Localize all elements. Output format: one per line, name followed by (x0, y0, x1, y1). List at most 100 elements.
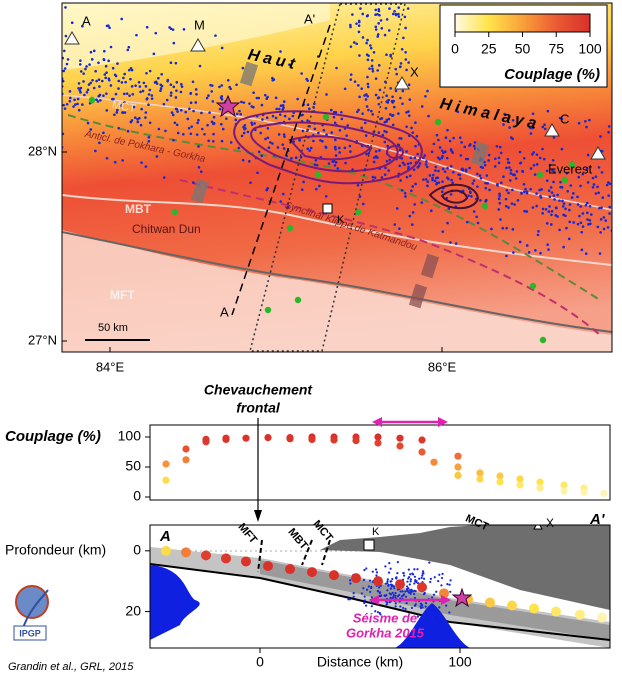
earthquake (376, 69, 379, 72)
earthquake (599, 135, 602, 138)
coupling-point (454, 471, 462, 479)
earthquake (200, 111, 203, 115)
earthquake (391, 114, 394, 118)
earthquake (150, 94, 154, 97)
earthquake (345, 134, 348, 137)
earthquake (438, 573, 441, 576)
earthquake (74, 103, 77, 106)
earthquake (249, 181, 252, 184)
label: Everest (548, 161, 592, 176)
earthquake (210, 84, 214, 87)
colorbar-ticks: 0 25 50 75 100 (451, 32, 602, 57)
earthquake (188, 107, 191, 111)
slab-point (221, 553, 231, 564)
earthquake (175, 89, 178, 92)
earthquake (241, 158, 245, 162)
earthquake (393, 10, 396, 13)
earthquake (226, 79, 230, 82)
earthquake (363, 568, 366, 572)
earthquake (377, 22, 380, 25)
earthquake (472, 144, 476, 148)
earthquake (600, 206, 603, 209)
earthquake (399, 590, 402, 593)
earthquake (138, 85, 142, 88)
slab-point (529, 603, 539, 614)
earthquake (543, 127, 547, 131)
earthquake (105, 71, 108, 74)
gps-station (264, 306, 272, 314)
earthquake (556, 193, 559, 197)
earthquake (409, 156, 413, 160)
earthquake (380, 26, 384, 30)
coupling-point (182, 445, 190, 453)
earthquake (146, 97, 149, 100)
earthquake (104, 76, 107, 80)
earthquake (585, 167, 589, 171)
earthquake (133, 116, 137, 119)
earthquake (479, 176, 483, 180)
earthquake (469, 191, 472, 195)
earthquake (373, 176, 377, 179)
earthquake (529, 187, 532, 191)
earthquake (566, 190, 570, 193)
earthquake (357, 30, 361, 34)
earthquake (279, 104, 283, 108)
earthquake (384, 107, 388, 110)
earthquake (387, 583, 390, 587)
earthquake (305, 77, 308, 81)
earthquake (91, 78, 94, 82)
earthquake (446, 166, 449, 170)
earthquake (377, 9, 381, 13)
earthquake (352, 41, 356, 44)
earthquake (237, 146, 241, 150)
earthquake (335, 66, 338, 70)
earthquake (355, 42, 358, 46)
earthquake (225, 117, 228, 120)
earthquake (205, 96, 209, 100)
faults (257, 539, 331, 573)
earthquake (401, 590, 404, 593)
coupling-point (162, 476, 170, 484)
label: MCT (310, 518, 335, 544)
earthquake (406, 580, 409, 583)
earthquake (94, 149, 97, 153)
earthquake (411, 572, 414, 575)
earthquake (532, 151, 535, 154)
earthquake (116, 62, 119, 65)
earthquake (360, 87, 363, 90)
earthquake (157, 127, 161, 131)
earthquake (137, 80, 141, 84)
earthquake (172, 41, 176, 45)
earthquake (252, 91, 255, 95)
earthquake (371, 67, 374, 71)
earthquake (588, 204, 592, 208)
earthquake (419, 605, 422, 608)
earthquake (404, 590, 407, 593)
earthquake (408, 174, 412, 178)
coupling-point (352, 437, 360, 445)
earthquake (376, 611, 380, 614)
earthquake (117, 126, 121, 130)
earthquake (122, 92, 126, 96)
earthquake (393, 223, 397, 226)
earthquake (408, 214, 412, 218)
earthquake (597, 166, 601, 169)
slab-point (285, 564, 295, 575)
earthquake (567, 237, 571, 241)
earthquake (123, 111, 127, 114)
coupling-point (396, 442, 404, 450)
earthquake (607, 130, 610, 134)
earthquake (207, 139, 210, 143)
earthquake (192, 181, 195, 184)
earthquake (550, 191, 554, 194)
slab-point (351, 573, 361, 584)
earthquake (541, 207, 545, 211)
slab-point (181, 547, 191, 558)
label: Chitwan Dun (132, 222, 201, 236)
earthquake (96, 100, 100, 103)
colorbar (454, 13, 591, 33)
kathmandu (322, 203, 333, 214)
plain (62, 230, 612, 352)
earthquake (103, 49, 106, 53)
earthquake (65, 62, 69, 66)
